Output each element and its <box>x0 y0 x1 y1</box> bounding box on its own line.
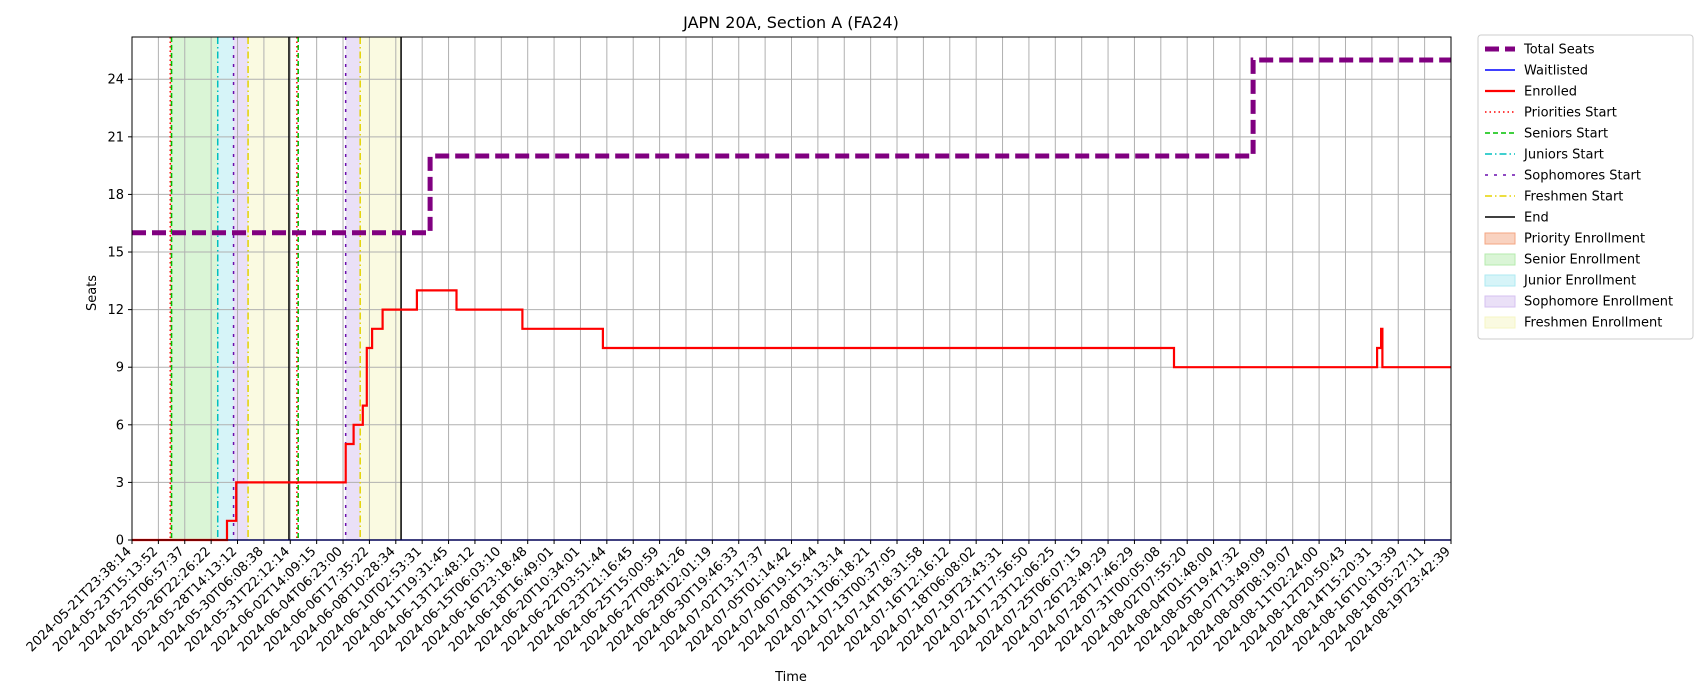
legend-label-sophomore-enrollment: Sophomore Enrollment <box>1524 295 1673 310</box>
y-tick-label: 21 <box>107 130 124 145</box>
legend-label-junior-enrollment: Junior Enrollment <box>1523 274 1636 289</box>
chart-title: JAPN 20A, Section A (FA24) <box>682 13 899 32</box>
series-total-seats <box>132 57 1451 236</box>
span-senior-enrollment <box>171 37 218 540</box>
legend-label-freshmen-start: Freshmen Start <box>1524 190 1623 205</box>
legend: Total Seats Waitlisted Enrolled Priorities … <box>1477 34 1694 340</box>
span-freshmen-enrollment <box>360 37 402 540</box>
legend-label-senior-enrollment: Senior Enrollment <box>1524 253 1640 268</box>
y-tick-label: 0 <box>116 534 124 549</box>
legend-label-juniors-start: Juniors Start <box>1523 148 1604 163</box>
phase-lines <box>169 37 402 540</box>
y-tick-label: 6 <box>116 418 124 433</box>
legend-swatch-junior-enrollment <box>1484 274 1516 287</box>
y-tick-label: 15 <box>107 246 124 261</box>
legend-label-priorities-start: Priorities Start <box>1524 106 1617 121</box>
legend-label-freshmen-enrollment: Freshmen Enrollment <box>1524 316 1662 331</box>
y-axis-title: Seats <box>85 275 100 311</box>
legend-label-seniors-start: Seniors Start <box>1524 127 1608 142</box>
legend-label-priority-enrollment: Priority Enrollment <box>1524 232 1645 247</box>
span-junior-enrollment <box>217 37 234 540</box>
legend-label-total-seats: Total Seats <box>1523 43 1595 58</box>
legend-label-enrolled: Enrolled <box>1524 85 1577 100</box>
y-tick-label: 18 <box>107 188 124 203</box>
legend-swatch-sophomore-enrollment <box>1484 295 1516 308</box>
legend-swatch-priority-enrollment <box>1484 232 1516 245</box>
span-sophomore-enrollment <box>345 37 361 540</box>
y-tick-label: 3 <box>116 476 124 491</box>
grid-lines <box>131 37 1452 541</box>
span-sophomore-enrollment <box>233 37 249 540</box>
series-enrolled <box>132 289 1451 542</box>
y-tick-label: 9 <box>116 361 124 376</box>
legend-label-end: End <box>1524 211 1549 226</box>
x-axis-title: Time <box>774 670 807 685</box>
legend-label-sophomores-start: Sophomores Start <box>1524 169 1641 184</box>
y-axis-ticks: 0 3 6 9 12 15 18 21 24 <box>107 73 132 549</box>
enrollment-spans <box>170 37 402 540</box>
legend-label-waitlisted: Waitlisted <box>1524 64 1588 79</box>
legend-frame <box>1477 34 1694 340</box>
y-tick-label: 12 <box>107 303 124 318</box>
span-freshmen-enrollment <box>248 37 289 540</box>
x-axis-ticks: 2024-05-21T23:38:142024-05-23T15:13:5220… <box>24 540 1454 655</box>
y-tick-label: 24 <box>107 73 124 88</box>
legend-swatch-freshmen-enrollment <box>1484 316 1516 329</box>
legend-swatch-senior-enrollment <box>1484 253 1516 266</box>
